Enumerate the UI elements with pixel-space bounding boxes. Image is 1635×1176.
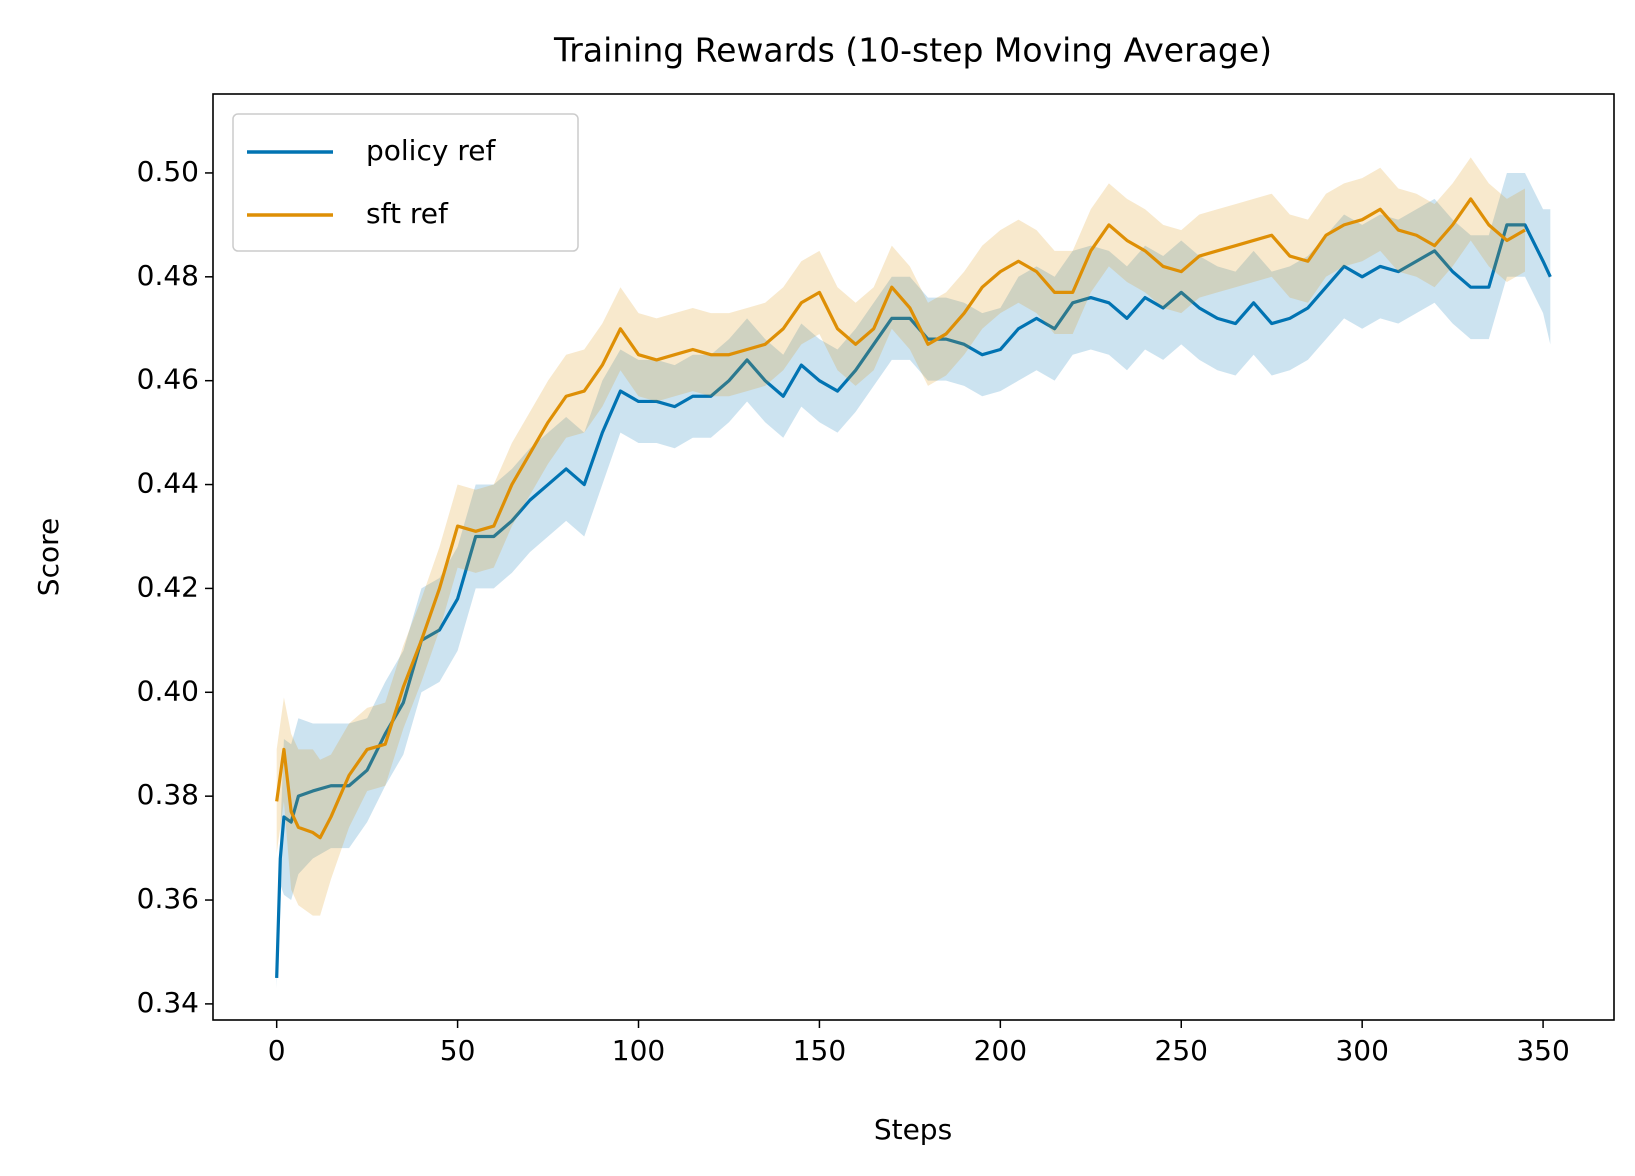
x-tick-label: 50 — [440, 1034, 476, 1067]
y-tick-label: 0.38 — [137, 778, 199, 811]
error-band — [276, 172, 1551, 989]
y-tick-label: 0.44 — [137, 467, 199, 500]
y-tick-label: 0.34 — [137, 986, 199, 1019]
chart-title: Training Rewards (10-step Moving Average… — [553, 31, 1272, 70]
legend-label: policy ref — [366, 134, 496, 167]
x-tick-label: 300 — [1335, 1034, 1388, 1067]
plot-frame — [212, 93, 1615, 1021]
y-tick-label: 0.48 — [137, 259, 199, 292]
y-tick-label: 0.40 — [137, 674, 199, 707]
x-tick-label: 200 — [974, 1034, 1027, 1067]
line — [275, 197, 1526, 840]
error-band — [276, 157, 1525, 916]
y-tick-label: 0.50 — [137, 155, 199, 188]
y-tick-label: 0.46 — [137, 363, 199, 396]
line — [275, 223, 1552, 978]
y-axis-label: Score — [32, 518, 65, 596]
x-tick-label: 150 — [793, 1034, 846, 1067]
x-tick-label: 350 — [1516, 1034, 1569, 1067]
y-tick-label: 0.36 — [137, 882, 199, 915]
x-tick-label: 250 — [1155, 1034, 1208, 1067]
y-tick-label: 0.42 — [137, 570, 199, 603]
legend-label: sft ref — [366, 197, 449, 230]
x-axis-label: Steps — [874, 1113, 952, 1146]
x-tick-label: 0 — [268, 1034, 286, 1067]
x-tick-label: 100 — [612, 1034, 665, 1067]
